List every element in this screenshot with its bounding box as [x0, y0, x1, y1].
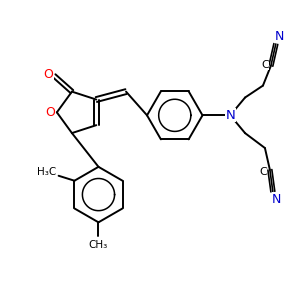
Text: O: O [45, 106, 55, 119]
Text: O: O [43, 68, 53, 81]
Text: H₃C: H₃C [37, 167, 56, 177]
Text: C: C [261, 60, 269, 70]
Text: C: C [259, 167, 267, 177]
Text: N: N [225, 109, 235, 122]
Text: N: N [275, 30, 284, 43]
Text: CH₃: CH₃ [89, 240, 108, 250]
Text: N: N [272, 193, 281, 206]
